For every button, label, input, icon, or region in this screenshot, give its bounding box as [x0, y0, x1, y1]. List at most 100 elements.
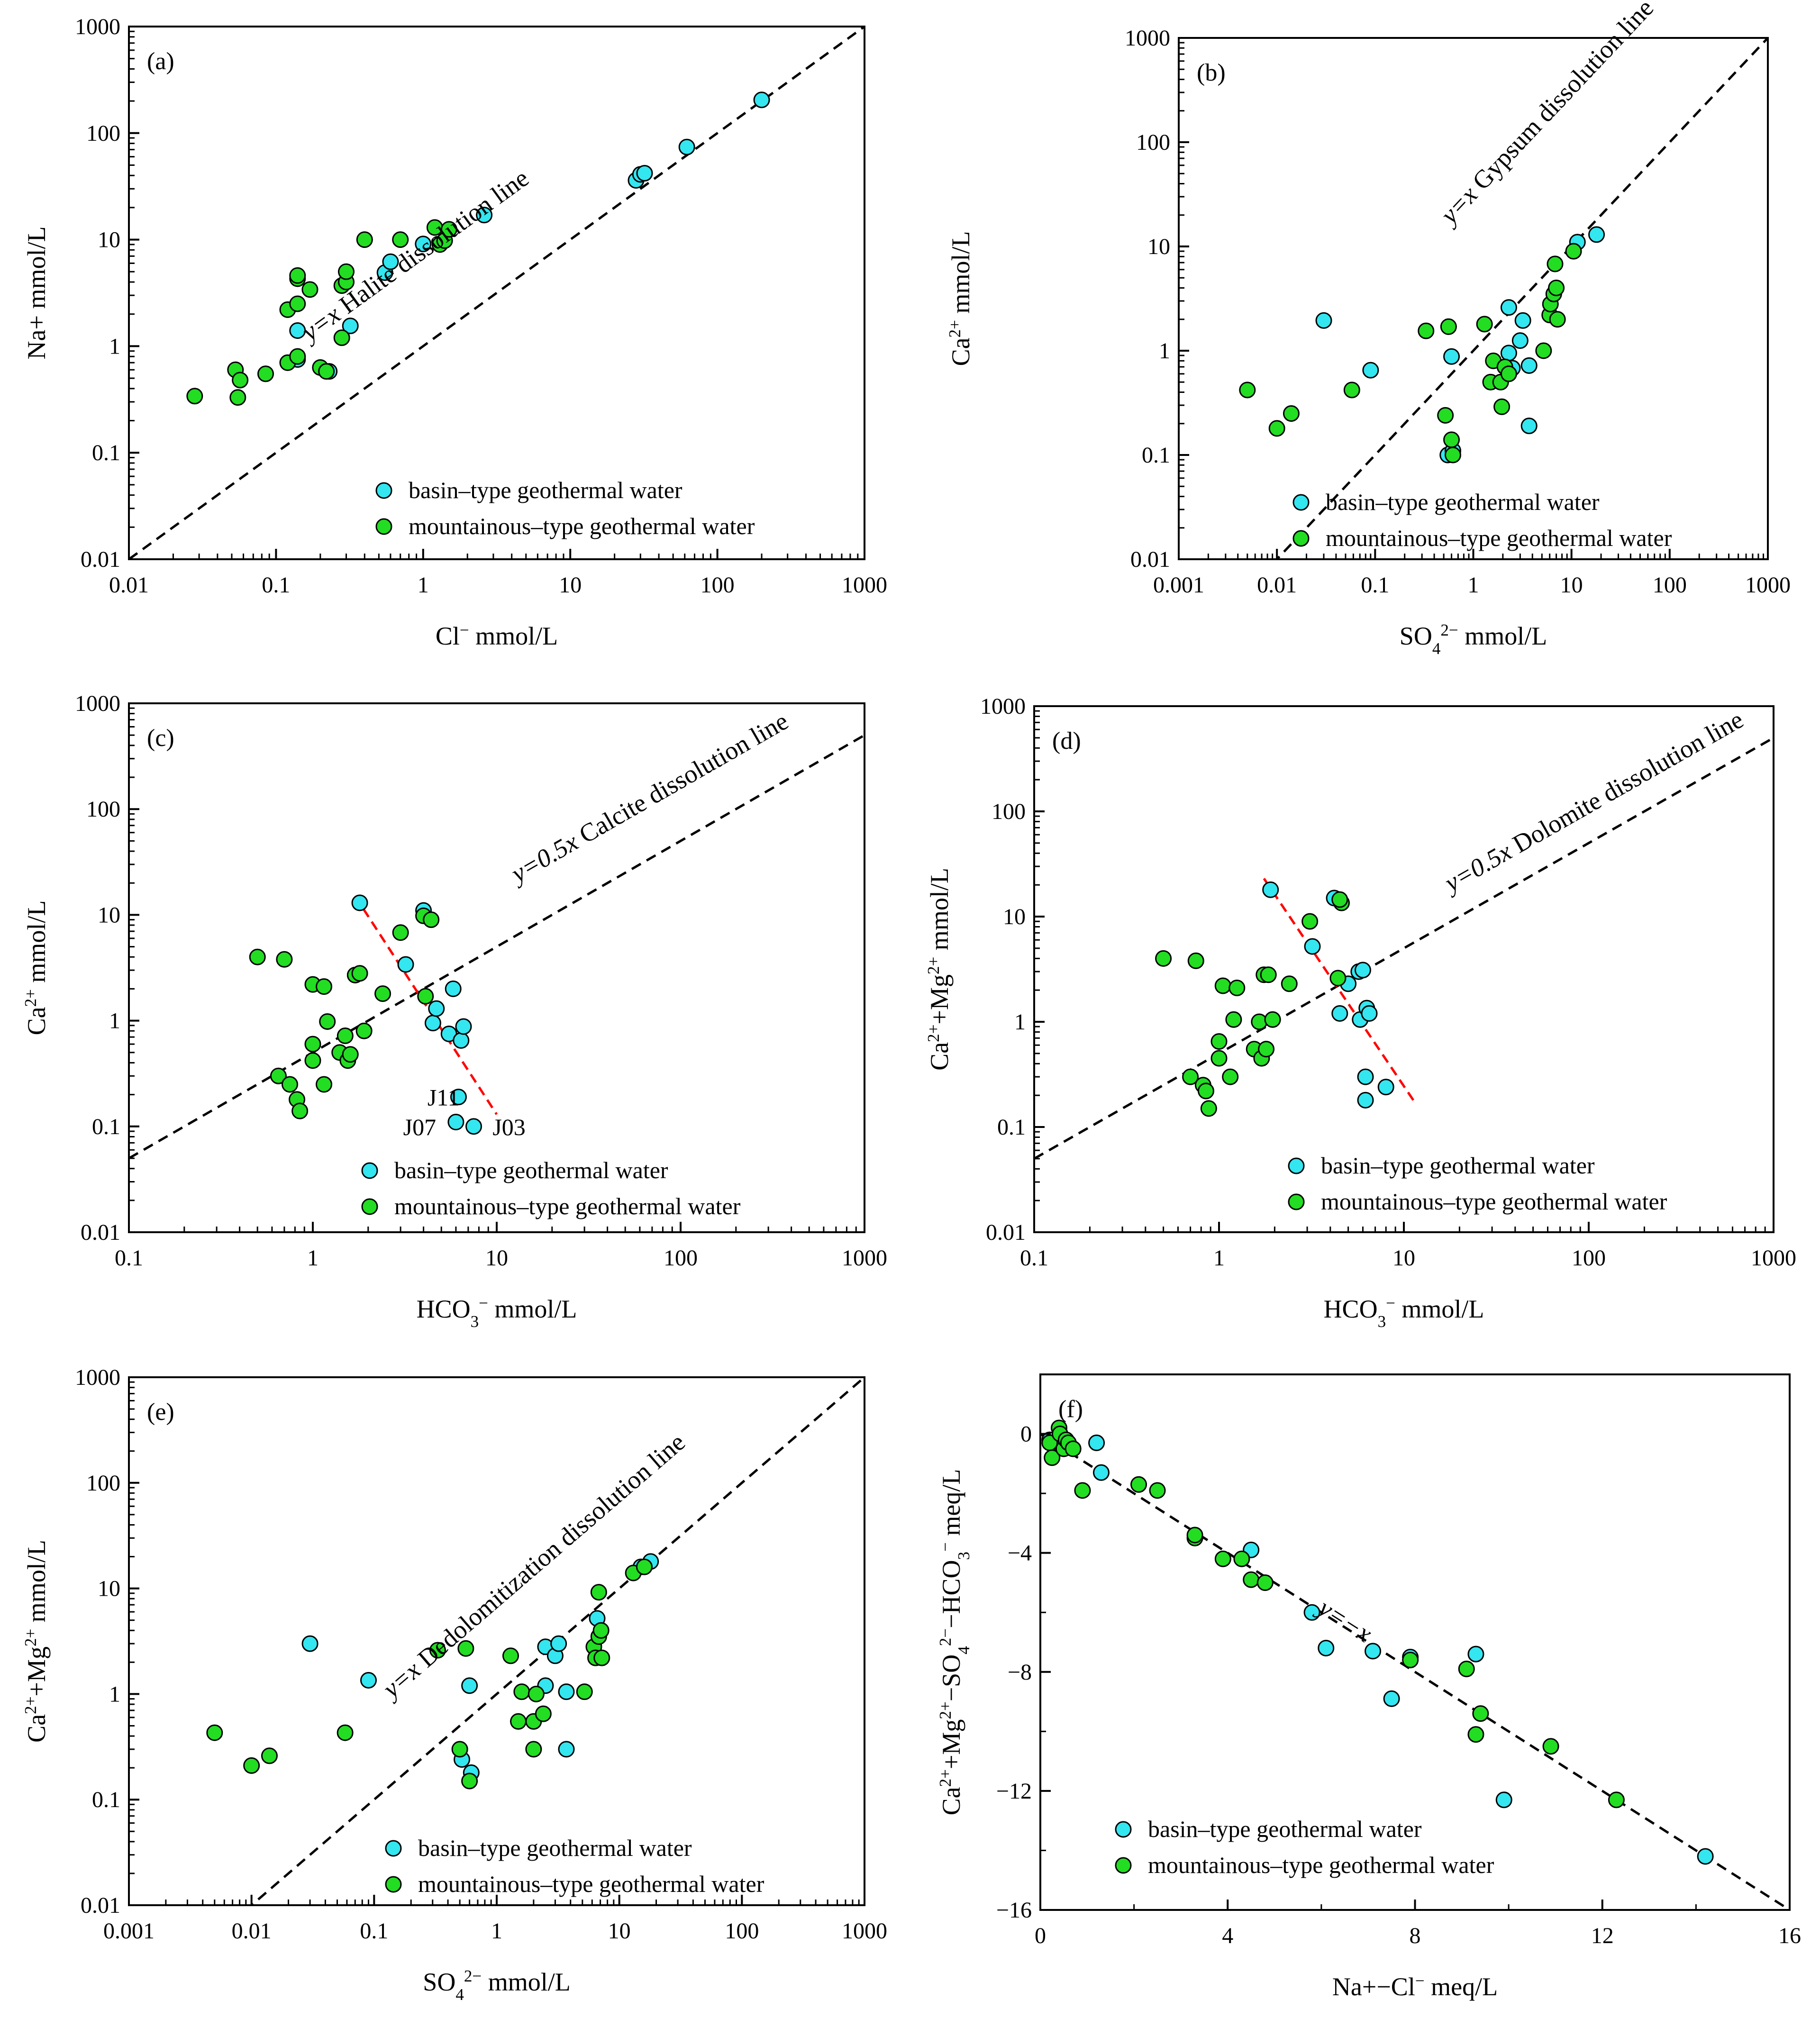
- sample-label: J03: [492, 1114, 525, 1140]
- mountain-point: [528, 1685, 545, 1702]
- mountain-point: [1535, 342, 1552, 359]
- sample-label: J07: [403, 1114, 436, 1140]
- x-tick-label: 0.1: [1361, 573, 1389, 598]
- mountain-point: [1239, 382, 1256, 399]
- basin-point: [461, 1677, 478, 1694]
- basin-point: [397, 956, 414, 973]
- y-tick-label: −4: [1008, 1541, 1032, 1566]
- reference-line: [129, 734, 864, 1160]
- basin-point: [1500, 299, 1517, 316]
- basin-point: [342, 318, 359, 335]
- y-tick-label: 0.1: [92, 1114, 120, 1139]
- mountain-point: [1149, 1482, 1166, 1499]
- basin-point: [1588, 226, 1605, 243]
- mountain-point: [270, 1067, 287, 1084]
- mountain-point: [535, 1705, 552, 1722]
- legend-basin-marker: [375, 482, 392, 499]
- x-tick-label: 1000: [1745, 573, 1791, 598]
- mountain-point: [1225, 1011, 1242, 1028]
- legend-mountain-label: mountainous–type geothermal water: [1326, 525, 1672, 551]
- mountain-point: [461, 1772, 478, 1790]
- line-annotation: y=0.5x Dolomite dissolution line: [1438, 705, 1748, 899]
- x-tick-label: 4: [1222, 1923, 1233, 1948]
- basin-point: [301, 1635, 318, 1652]
- mountain-point: [289, 267, 306, 284]
- panel-label: (e): [147, 1399, 174, 1426]
- x-tick-label: 1000: [842, 1918, 887, 1944]
- y-tick-label: 1000: [980, 694, 1026, 719]
- x-tick-label: 1000: [842, 573, 887, 598]
- legend-mountain-label: mountainous–type geothermal water: [418, 1871, 764, 1897]
- mountain-point: [636, 1558, 653, 1575]
- mountain-point: [1182, 1068, 1199, 1085]
- x-tick-label: 100: [1572, 1245, 1606, 1271]
- legend-basin-marker: [1115, 1821, 1132, 1838]
- basin-point: [1365, 1643, 1382, 1660]
- basin-point: [1304, 938, 1321, 955]
- mountain-point: [1444, 446, 1461, 464]
- basin-point: [445, 980, 462, 997]
- legend-mountain-marker: [375, 518, 392, 535]
- x-tick-label: 0.01: [109, 573, 149, 598]
- legend-basin-marker: [361, 1162, 378, 1179]
- basin-point: [1377, 1079, 1394, 1096]
- x-axis-label: SO42− mmol/L: [1400, 621, 1547, 658]
- basin-point: [1315, 312, 1332, 329]
- legend-mountain-marker: [1115, 1857, 1132, 1874]
- panel-label: (a): [147, 48, 174, 75]
- basin-point: [1520, 357, 1538, 374]
- reference-line: [1034, 736, 1774, 1160]
- y-tick-label: 1: [109, 1009, 120, 1034]
- y-tick-label: 100: [992, 799, 1026, 824]
- basin-point: [447, 1114, 464, 1131]
- x-tick-label: 1: [418, 573, 429, 598]
- legend-mountain-marker: [361, 1198, 378, 1215]
- y-tick-label: 1000: [1125, 26, 1170, 51]
- mountain-point: [423, 911, 440, 928]
- legend-mountain-marker: [1288, 1193, 1305, 1210]
- mountain-point: [351, 965, 368, 982]
- line-annotation: y=x Halite dissolution line: [295, 164, 534, 348]
- basin-point: [351, 894, 368, 911]
- mountain-point: [257, 365, 274, 382]
- basin-point: [424, 1015, 441, 1032]
- mountain-point: [1228, 979, 1246, 996]
- y-tick-label: 1: [109, 334, 120, 359]
- mountain-point: [392, 924, 409, 941]
- x-tick-label: 100: [701, 573, 735, 598]
- basin-point: [1697, 1848, 1714, 1865]
- x-tick-label: 0: [1035, 1923, 1046, 1948]
- mountain-point: [440, 221, 457, 238]
- y-tick-label: 100: [1136, 130, 1170, 155]
- x-tick-label: 0.1: [115, 1245, 143, 1271]
- basin-point: [360, 1672, 377, 1689]
- line-annotation: y=−x: [1311, 1592, 1377, 1648]
- legend-basin-marker: [1292, 494, 1310, 511]
- basin-point: [465, 1118, 482, 1135]
- basin-point: [1303, 1604, 1320, 1621]
- mountain-point: [1565, 243, 1582, 260]
- x-tick-label: 0.1: [1020, 1245, 1048, 1271]
- legend-basin-label: basin–type geothermal water: [1321, 1152, 1595, 1179]
- mountain-point: [1264, 1011, 1281, 1028]
- mountain-point: [1251, 1013, 1268, 1030]
- mountain-point: [206, 1724, 223, 1741]
- mountain-point: [1044, 1449, 1061, 1466]
- basin-point: [453, 1032, 470, 1049]
- legend-basin-label: basin–type geothermal water: [1148, 1816, 1422, 1842]
- x-tick-label: 10: [1392, 1245, 1415, 1271]
- basin-point: [636, 164, 653, 182]
- y-tick-label: 0.1: [1142, 443, 1170, 468]
- mountain-point: [1542, 1738, 1559, 1755]
- y-tick-label: 0.1: [92, 1787, 120, 1812]
- panel-label: (d): [1052, 727, 1081, 754]
- y-tick-label: 1: [1159, 338, 1170, 364]
- axes-frame: [1178, 37, 1769, 560]
- y-tick-label: 100: [86, 797, 120, 822]
- x-tick-label: 1000: [842, 1245, 887, 1271]
- mountain-point: [276, 951, 293, 968]
- basin-point: [1354, 962, 1371, 979]
- basin-point: [558, 1741, 575, 1758]
- mountain-point: [232, 372, 249, 389]
